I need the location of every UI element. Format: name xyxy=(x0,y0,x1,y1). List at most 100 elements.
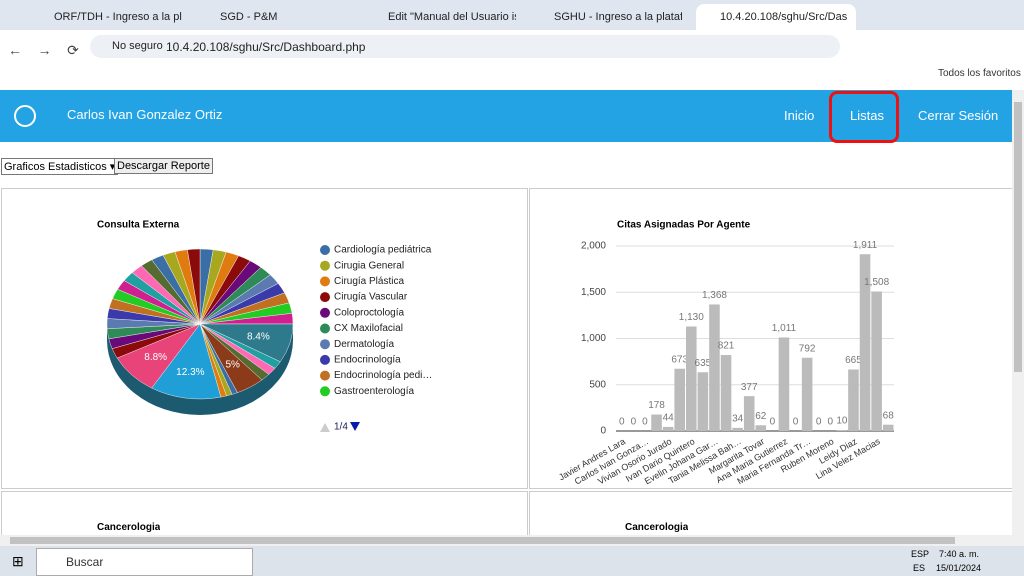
select[interactable]: Graficos Estadisticos ▾ xyxy=(1,158,119,175)
panel xyxy=(1,188,528,489)
slice-label: 5% xyxy=(225,360,240,371)
legend-label: CX Maxilofacial xyxy=(334,323,403,334)
pager-prev xyxy=(320,423,330,432)
nav-link[interactable]: Inicio xyxy=(784,108,815,123)
search-box[interactable] xyxy=(36,548,253,576)
value-label: 10 xyxy=(836,416,848,427)
value-label: 68 xyxy=(883,410,895,421)
value-label: 665 xyxy=(845,355,862,366)
pie-slice-decor xyxy=(187,248,201,325)
tab[interactable]: SGHU - Ingreso a la platafor xyxy=(530,4,690,30)
user-name: Carlos Ivan Gonzalez Ortiz xyxy=(67,107,223,122)
panel-title: Cancerologia xyxy=(625,522,689,533)
scroll-thumb[interactable] xyxy=(1014,102,1022,372)
tab-title: 10.4.20.108/sghu/Src/Dashb xyxy=(720,11,848,23)
value-label: 0 xyxy=(828,417,834,428)
hscroll-thumb[interactable] xyxy=(10,537,955,544)
tab-title: SGHU - Ingreso a la platafor xyxy=(554,11,682,23)
value-label: 1,130 xyxy=(679,312,704,323)
bar xyxy=(755,425,767,431)
value-label: 635 xyxy=(695,358,712,369)
bar xyxy=(882,424,894,431)
legend-swatch xyxy=(320,386,330,397)
legend-label: Cirugia General xyxy=(334,260,404,271)
time: 7:40 a. m. xyxy=(939,549,980,559)
y-tick-label: 0 xyxy=(600,426,606,437)
omnibox[interactable] xyxy=(90,35,840,58)
value-label: 0 xyxy=(770,417,776,428)
value-label: 0 xyxy=(816,417,822,428)
legend-swatch xyxy=(320,370,330,381)
value-label: 1,368 xyxy=(702,290,727,301)
legend-label: Endocrinología xyxy=(334,355,401,366)
bar xyxy=(720,355,732,431)
bar xyxy=(848,369,859,431)
y-tick-label: 2,000 xyxy=(581,241,606,252)
chart-title: Consulta Externa xyxy=(97,220,180,231)
legend-swatch xyxy=(320,307,330,318)
value-label: 0 xyxy=(793,417,799,428)
bar xyxy=(697,372,709,431)
slice-label: 12.3% xyxy=(176,367,204,378)
bar xyxy=(732,427,743,431)
panel-title: Cancerologia xyxy=(97,522,161,533)
tab[interactable]: 10.4.20.108/sghu/Src/Dashb xyxy=(696,4,856,30)
value-label: 1,508 xyxy=(864,277,889,288)
bar xyxy=(743,396,755,431)
y-tick-label: 500 xyxy=(589,379,606,390)
url: 10.4.20.108/sghu/Src/Dashboard.php xyxy=(166,40,366,54)
value-label: 0 xyxy=(642,417,648,428)
bar xyxy=(651,414,662,431)
security: No seguro xyxy=(112,40,163,52)
legend-label: Gastroenterología xyxy=(334,386,414,397)
legend-swatch xyxy=(320,292,330,303)
bar xyxy=(871,291,882,431)
legend-swatch xyxy=(320,260,330,271)
user-icon xyxy=(14,105,36,127)
tab[interactable]: ORF/TDH - Ingreso a la plata xyxy=(30,4,190,30)
lang: ESP xyxy=(911,549,930,559)
legend-label: Endocrinología pedi… xyxy=(334,370,432,381)
legend-swatch xyxy=(320,323,330,334)
pie-slice xyxy=(151,323,222,400)
select-text: Graficos Estadisticos xyxy=(4,161,107,173)
value-label: 178 xyxy=(648,400,665,411)
legend-label: Dermatología xyxy=(334,339,394,350)
slice-label: 8.8% xyxy=(144,352,167,363)
nav-link[interactable]: Cerrar Sesión xyxy=(918,108,999,123)
value-label: 44 xyxy=(663,413,675,424)
highlight xyxy=(829,91,899,143)
bar xyxy=(686,326,697,431)
bookmarks[interactable]: Todos los favoritos xyxy=(938,68,1021,79)
tab-title: Edit "Manual del Usuario isa xyxy=(388,11,516,23)
bar xyxy=(801,357,813,431)
legend-swatch xyxy=(320,354,330,365)
start[interactable]: ⊞ xyxy=(12,553,24,569)
legend-label: Coloproctología xyxy=(334,307,404,318)
charts: Consulta Externa 8.4% 5% 12.3% 8.8% Cardiolog… xyxy=(97,220,895,487)
tab-title: SGD - P&M xyxy=(220,11,278,23)
y-tick-label: 1,500 xyxy=(581,287,606,298)
value-label: 0 xyxy=(619,417,625,428)
pager: 1/4 xyxy=(334,422,348,433)
button[interactable]: Descargar Reporte xyxy=(114,158,213,174)
search[interactable]: Buscar xyxy=(66,555,104,569)
legend-label: Cardiología pediátrica xyxy=(334,245,432,256)
nav-buttons[interactable]: ← → ⟳ xyxy=(8,42,79,58)
header xyxy=(0,90,1012,142)
tab[interactable]: SGD - P&M xyxy=(196,4,356,30)
slice-label: 8.4% xyxy=(247,331,270,342)
nav-link[interactable]: Listas xyxy=(850,108,884,123)
legend-swatch xyxy=(320,245,330,255)
chart-title: Citas Asignadas Por Agente xyxy=(617,220,751,231)
pager-next xyxy=(350,422,360,431)
value-label: 821 xyxy=(718,341,735,352)
tab[interactable]: Edit "Manual del Usuario isa xyxy=(364,4,524,30)
lang: ES xyxy=(913,563,926,573)
value-label: 1,911 xyxy=(853,240,878,251)
value-label: 62 xyxy=(755,411,767,422)
date: 15/01/2024 xyxy=(936,563,982,573)
bar xyxy=(674,368,685,431)
value-label: 792 xyxy=(799,343,816,354)
